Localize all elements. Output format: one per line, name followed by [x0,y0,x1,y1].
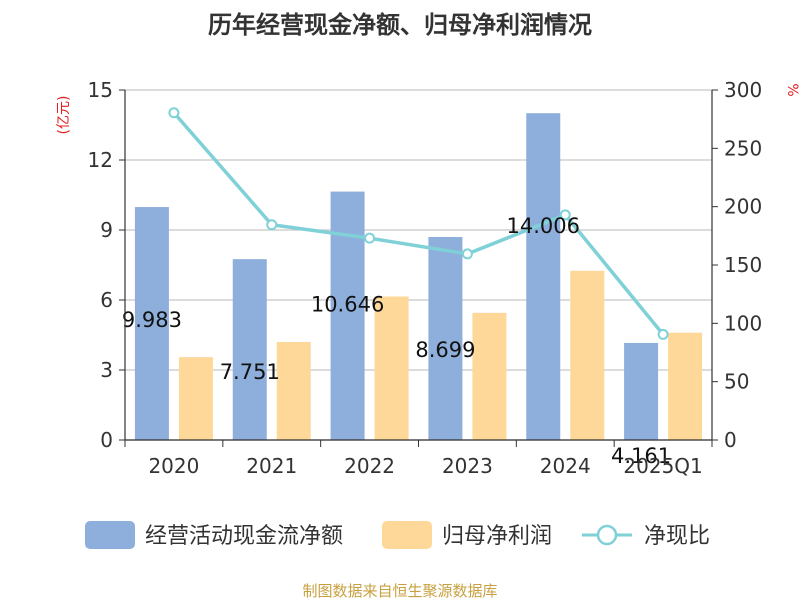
x-tick-label: 2025Q1 [623,454,702,478]
y-left-tick-label: 3 [100,358,113,382]
chart-title: 历年经营现金净额、归母净利润情况 [208,11,592,39]
grid-layer [125,89,712,441]
point-net-cash-ratio [168,107,180,119]
y-axis-right-label: % [784,83,800,96]
point-net-cash-ratio [266,219,278,231]
y-right-tick-label: 300 [724,78,762,102]
y-left-tick-label: 12 [88,148,113,172]
bar-net-profit [178,357,213,440]
bar-net-profit [374,296,409,440]
bar-cashflow [624,342,659,440]
y-right-tick-label: 150 [724,253,762,277]
line-layer [168,107,669,340]
point-net-cash-ratio [559,209,571,221]
bar-net-profit [570,270,605,440]
y-axis-left-label: (亿元) [56,96,72,135]
legend-line-marker [596,524,618,546]
label-layer: 9.983 7.751 10.646 8.699 14.006 4.161 [122,214,671,468]
line-net-cash-ratio [172,111,665,336]
y-left-tick-label: 6 [100,288,113,312]
x-tick-label: 2023 [442,454,493,478]
legend: 经营活动现金流净额 归母净利润 净现比 [85,521,710,549]
legend-swatch [382,521,432,549]
legend-label: 经营活动现金流净额 [145,524,343,549]
y-left-tick-label: 9 [100,218,113,242]
data-label-cashflow: 10.646 [311,293,384,317]
y-right-tick-label: 250 [724,136,762,160]
bar-net-profit [276,342,311,440]
data-label-cashflow: 9.983 [122,308,182,332]
x-tick-label: 2024 [540,454,591,478]
bar-layer [134,113,703,441]
bar-net-profit [668,332,703,440]
point-net-cash-ratio [364,232,376,244]
point-net-cash-ratio [461,248,473,260]
legend-label: 净现比 [644,524,710,549]
x-tick-label: 2022 [344,454,395,478]
data-label-cashflow: 14.006 [507,214,580,238]
data-label-cashflow: 4.161 [611,444,671,468]
bar-cashflow [526,113,561,441]
point-net-cash-ratio [657,328,669,340]
bar-net-profit [472,312,507,440]
x-tick-label: 2020 [148,454,199,478]
y-right-tick-label: 200 [724,195,762,219]
y-right-tick-label: 50 [724,370,749,394]
y-right-tick-label: 100 [724,311,762,335]
legend-label: 归母净利润 [442,524,552,549]
y-left-tick-label: 0 [100,428,113,452]
y-right-tick-label: 0 [724,428,737,452]
source-note: 制图数据来自恒生聚源数据库 [302,582,497,600]
x-tick-label: 2021 [246,454,297,478]
data-label-cashflow: 7.751 [220,360,280,384]
bar-cashflow [428,237,463,440]
legend-swatch [85,521,135,549]
y-left-tick-label: 15 [88,78,113,102]
bar-cashflow [232,259,267,440]
data-label-cashflow: 8.699 [415,338,475,362]
bar-cashflow [134,207,169,440]
